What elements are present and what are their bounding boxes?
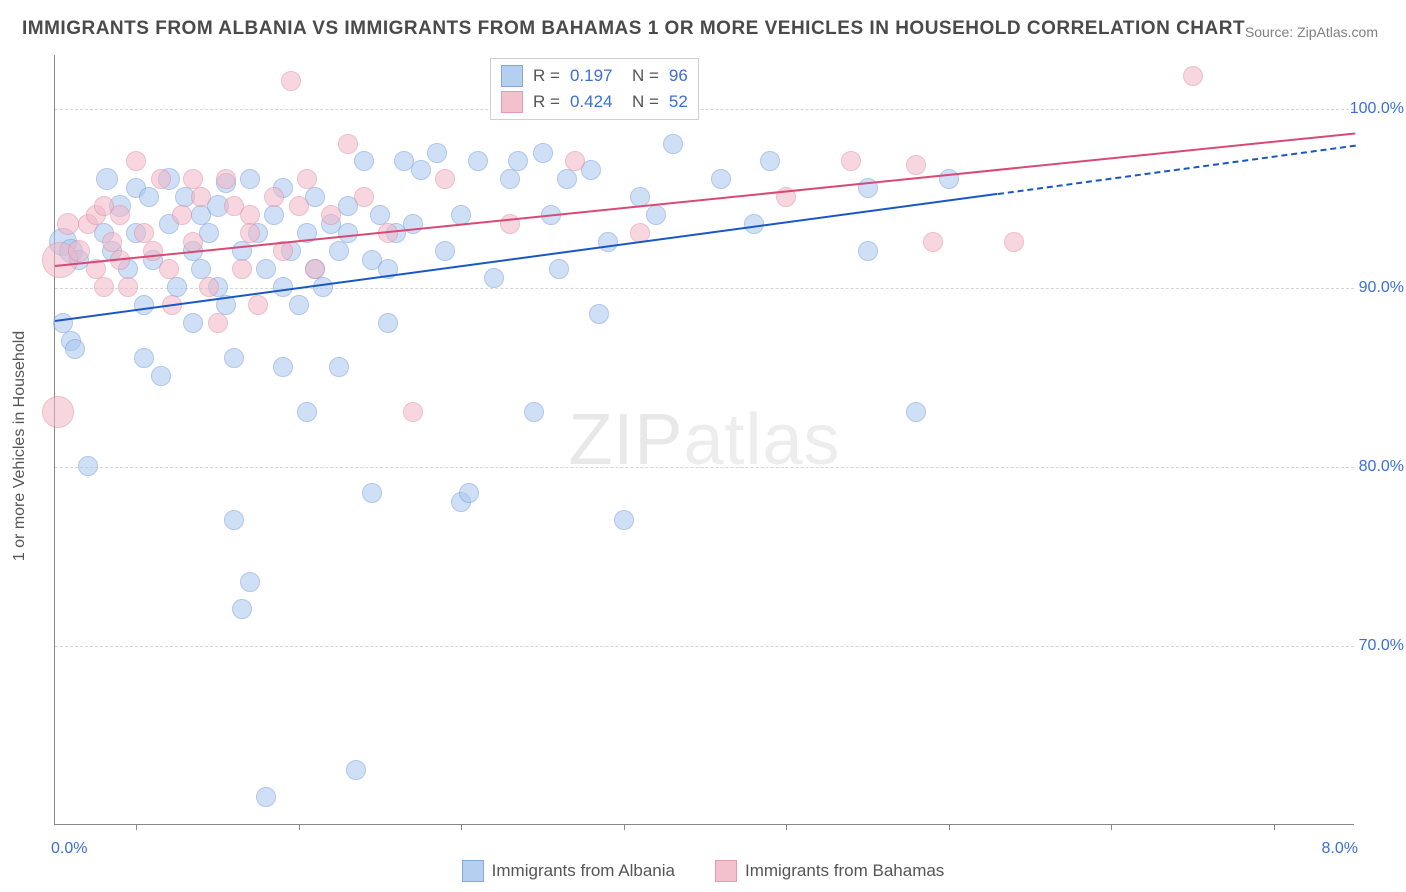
legend-swatch xyxy=(501,91,523,113)
x-tick-mark xyxy=(1111,824,1112,830)
x-tick-mark xyxy=(136,824,137,830)
chart-title: IMMIGRANTS FROM ALBANIA VS IMMIGRANTS FR… xyxy=(22,18,1245,40)
x-tick-mark xyxy=(624,824,625,830)
x-axis-max-label: 8.0% xyxy=(1322,840,1358,858)
legend-label: Immigrants from Albania xyxy=(492,861,675,881)
legend-swatch xyxy=(501,65,523,87)
legend-swatch xyxy=(462,860,484,882)
legend-stat-row: R =0.197N =96 xyxy=(501,63,688,89)
legend-item: Immigrants from Albania xyxy=(462,860,675,882)
source-label: Source: ZipAtlas.com xyxy=(1245,24,1378,40)
legend-statistics: R =0.197N =96R =0.424N =52 xyxy=(490,58,699,120)
x-tick-mark xyxy=(461,824,462,830)
legend-swatch xyxy=(715,860,737,882)
y-axis-label: 1 or more Vehicles in Household xyxy=(11,331,29,561)
legend-label: Immigrants from Bahamas xyxy=(745,861,944,881)
x-tick-mark xyxy=(1274,824,1275,830)
legend-stat-row: R =0.424N =52 xyxy=(501,89,688,115)
trend-line xyxy=(55,193,998,322)
x-axis-min-label: 0.0% xyxy=(51,840,87,858)
x-tick-mark xyxy=(949,824,950,830)
x-tick-mark xyxy=(299,824,300,830)
trend-line xyxy=(55,132,1355,267)
legend-item: Immigrants from Bahamas xyxy=(715,860,944,882)
legend-bottom: Immigrants from Albania Immigrants from B… xyxy=(0,860,1406,882)
plot-area: ZIPatlas 0.0% 8.0% 70.0%80.0%90.0%100.0% xyxy=(54,55,1354,825)
x-tick-mark xyxy=(786,824,787,830)
